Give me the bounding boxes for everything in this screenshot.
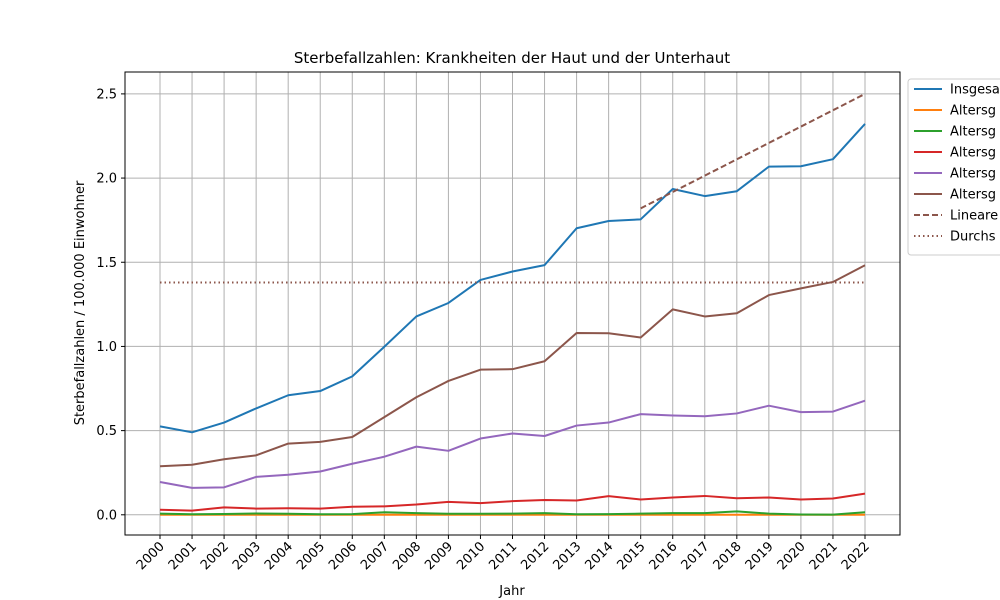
y-tick-label: 1.0 xyxy=(96,340,117,355)
x-axis-ticks: 2000200120022003200420052006200720082009… xyxy=(134,535,873,573)
x-tick-label: 2013 xyxy=(550,539,584,573)
x-tick-label: 2002 xyxy=(198,539,232,573)
x-tick-label: 2017 xyxy=(679,539,713,573)
x-axis-label: Jahr xyxy=(498,584,525,599)
legend-label: Altersg xyxy=(950,104,996,119)
y-tick-label: 2.5 xyxy=(96,87,117,102)
x-tick-label: 2004 xyxy=(262,539,296,573)
series-line-0 xyxy=(159,123,866,434)
x-tick-label: 2005 xyxy=(294,539,328,573)
y-tick-label: 0.0 xyxy=(96,508,117,523)
x-tick-label: 2016 xyxy=(647,539,681,573)
legend-label: Altersg xyxy=(950,146,996,161)
x-tick-label: 2000 xyxy=(134,539,168,573)
y-tick-label: 0.5 xyxy=(96,424,117,439)
series-line-2 xyxy=(159,510,866,516)
y-tick-label: 2.0 xyxy=(96,172,117,187)
legend-label: Insgesa xyxy=(950,83,1000,98)
x-tick-label: 2019 xyxy=(743,539,777,573)
series-line-5 xyxy=(159,264,866,468)
x-tick-label: 2011 xyxy=(486,539,520,573)
series-line-3 xyxy=(159,492,866,512)
x-tick-label: 2021 xyxy=(807,539,841,573)
chart-title: Sterbefallzahlen: Krankheiten der Haut u… xyxy=(294,49,730,67)
x-tick-label: 2015 xyxy=(615,539,649,573)
y-tick-label: 1.5 xyxy=(96,256,117,271)
grid-lines xyxy=(125,72,900,535)
legend-label: Altersg xyxy=(950,188,996,203)
y-axis-label: Sterbefallzahlen / 100.000 Einwohner xyxy=(73,180,88,425)
x-tick-label: 2020 xyxy=(775,539,809,573)
series-lines xyxy=(159,92,866,516)
x-tick-label: 2008 xyxy=(390,539,424,573)
x-tick-label: 2018 xyxy=(711,539,745,573)
legend-label: Altersg xyxy=(950,167,996,182)
legend-label: Altersg xyxy=(950,125,996,140)
x-tick-label: 2006 xyxy=(326,539,360,573)
legend-label: Durchs xyxy=(950,230,996,245)
y-axis-ticks: 0.0 0.5 1.0 1.5 2.0 2.5 xyxy=(96,87,125,523)
x-tick-label: 2001 xyxy=(166,539,200,573)
legend: Insgesa Altersg Altersg Altersg Altersg Alter… xyxy=(907,78,1000,256)
x-tick-label: 2007 xyxy=(358,539,392,573)
legend-frame xyxy=(907,78,1000,256)
x-tick-label: 2010 xyxy=(454,539,488,573)
legend-label: Lineare xyxy=(950,209,998,224)
x-tick-label: 2009 xyxy=(422,539,456,573)
x-tick-label: 2022 xyxy=(839,539,873,573)
x-tick-label: 2012 xyxy=(518,539,552,573)
series-line-4 xyxy=(159,399,866,489)
series-line-6 xyxy=(640,92,866,210)
x-tick-label: 2003 xyxy=(230,539,264,573)
x-tick-label: 2014 xyxy=(582,539,616,573)
